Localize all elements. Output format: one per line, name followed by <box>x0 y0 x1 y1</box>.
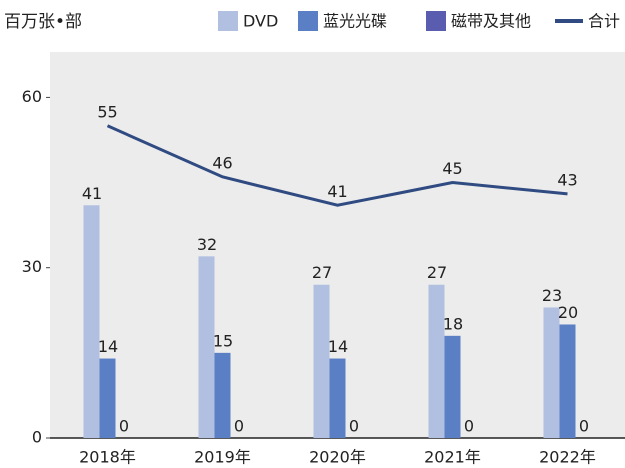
y-tick-label: 60 <box>22 87 42 106</box>
legend-label: 合计 <box>588 12 620 31</box>
value-label: 32 <box>197 235 217 254</box>
legend-label: DVD <box>243 12 278 31</box>
value-label: 43 <box>557 170 577 189</box>
value-label: 23 <box>542 286 562 305</box>
x-tick-label: 2018年 <box>79 448 136 467</box>
value-label: 0 <box>234 417 244 436</box>
bar <box>428 284 445 438</box>
y-tick-label: 0 <box>32 428 42 447</box>
x-tick-label: 2022年 <box>539 448 596 467</box>
x-tick-label: 2021年 <box>424 448 481 467</box>
legend-label: 蓝光光碟 <box>323 12 387 31</box>
bar <box>198 256 215 438</box>
bar <box>329 358 346 438</box>
value-label: 27 <box>312 263 332 282</box>
value-label: 41 <box>327 182 347 201</box>
bar <box>543 307 560 438</box>
x-tick-label: 2020年 <box>309 448 366 467</box>
value-label: 0 <box>119 417 129 436</box>
y-axis-label: 百万张•部 <box>4 12 82 32</box>
legend-swatch <box>426 11 446 31</box>
bar <box>444 335 461 438</box>
line <box>106 124 568 207</box>
bar <box>99 358 116 438</box>
value-label: 27 <box>427 263 447 282</box>
legend-swatch <box>218 11 238 31</box>
y-tick-label: 30 <box>22 257 42 276</box>
bar <box>214 352 231 438</box>
value-label: 46 <box>212 153 232 172</box>
value-label: 14 <box>328 337 348 356</box>
legend-swatch <box>298 11 318 31</box>
value-label: 20 <box>558 303 578 322</box>
bar <box>83 205 100 438</box>
value-label: 0 <box>579 417 589 436</box>
value-label: 14 <box>98 337 118 356</box>
value-label: 41 <box>82 184 102 203</box>
value-label: 55 <box>97 102 117 121</box>
value-label: 45 <box>442 159 462 178</box>
value-label: 18 <box>443 314 463 333</box>
bar <box>313 284 330 438</box>
value-label: 0 <box>464 417 474 436</box>
value-label: 15 <box>213 331 233 350</box>
x-tick-label: 2019年 <box>194 448 251 467</box>
legend-label: 磁带及其他 <box>451 12 531 31</box>
value-label: 0 <box>349 417 359 436</box>
bar <box>559 324 576 438</box>
